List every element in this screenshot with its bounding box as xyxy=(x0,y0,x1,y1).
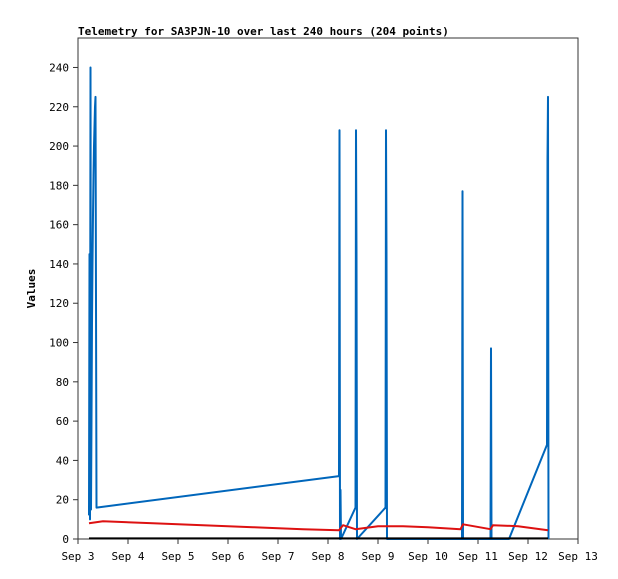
y-tick-label: 0 xyxy=(62,533,69,546)
y-tick-label: 160 xyxy=(49,219,69,232)
chart-title: Telemetry for SA3PJN-10 over last 240 ho… xyxy=(78,25,449,38)
x-tick-label: Sep 10 xyxy=(408,550,448,563)
y-tick-label: 140 xyxy=(49,258,69,271)
y-tick-label: 20 xyxy=(56,494,69,507)
y-axis-label: Values xyxy=(25,269,38,309)
x-tick-label: Sep 13 xyxy=(558,550,598,563)
y-tick-label: 200 xyxy=(49,140,69,153)
y-tick-label: 220 xyxy=(49,101,69,114)
x-axis: Sep 3 Sep 4 Sep 5 Sep 6 Sep 7 Sep 8 Sep 9 Sep 1… xyxy=(61,539,598,563)
x-tick-label: Sep 8 xyxy=(311,550,344,563)
x-tick-label: Sep 3 xyxy=(61,550,94,563)
series-line-2 xyxy=(88,520,549,532)
plot-area xyxy=(77,37,579,540)
y-tick-label: 100 xyxy=(49,337,69,350)
x-tick-label: Sep 12 xyxy=(508,550,548,563)
series-layer xyxy=(88,66,550,540)
y-tick-label: 180 xyxy=(49,179,69,192)
x-tick-label: Sep 9 xyxy=(361,550,394,563)
x-tick-label: Sep 11 xyxy=(458,550,498,563)
y-axis: 0 20 40 60 80 100 120 140 160 180 200 220 240 xyxy=(49,61,78,546)
y-tick-label: 240 xyxy=(49,61,69,74)
x-tick-label: Sep 6 xyxy=(211,550,244,563)
x-tick-label: Sep 4 xyxy=(111,550,144,563)
y-tick-label: 60 xyxy=(56,415,69,428)
y-tick-label: 40 xyxy=(56,454,69,467)
y-tick-label: 120 xyxy=(49,297,69,310)
x-tick-label: Sep 5 xyxy=(161,550,194,563)
y-tick-label: 80 xyxy=(56,376,69,389)
x-tick-label: Sep 7 xyxy=(261,550,294,563)
